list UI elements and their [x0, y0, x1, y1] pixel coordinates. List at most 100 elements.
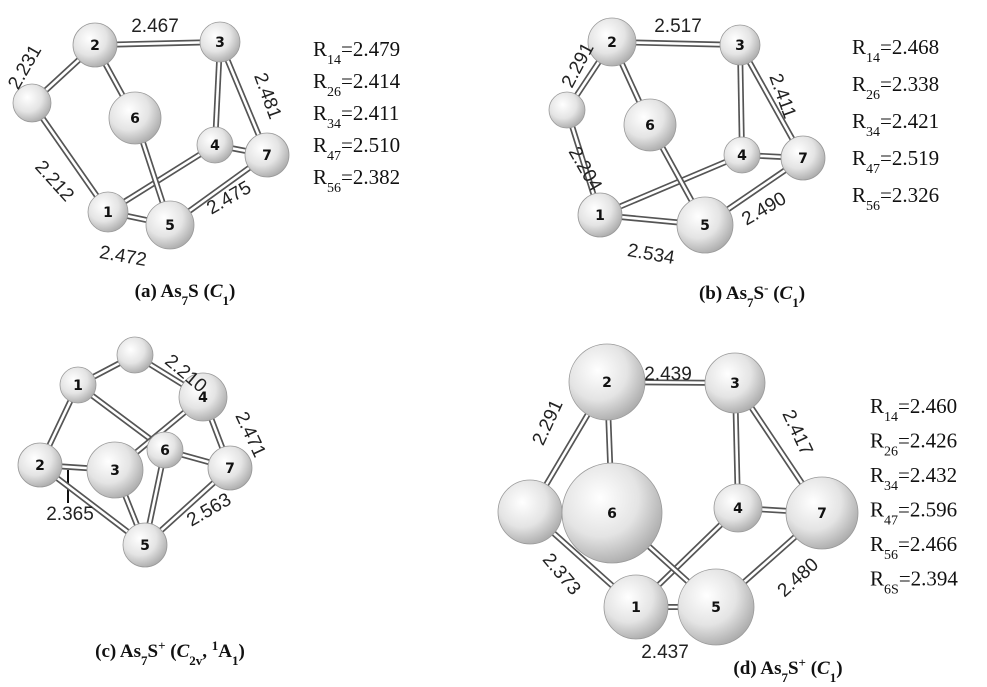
atom-label: 7 — [262, 148, 272, 164]
r-subscript: 34 — [884, 479, 898, 494]
r-symbol: R — [313, 133, 327, 157]
r-label: R6S=2.394 — [870, 567, 958, 598]
atom-label: 6 — [645, 118, 655, 134]
r-symbol: R — [313, 101, 327, 125]
r-subscript: 56 — [866, 199, 880, 214]
figure: 23647152.4672.2312.4812.2122.4752.472R14… — [0, 0, 987, 687]
r-symbol: R — [870, 532, 884, 556]
caption-part: C — [177, 641, 190, 662]
r-value: =2.432 — [898, 463, 957, 487]
r-label: R14=2.468 — [852, 35, 939, 66]
r-label: R14=2.460 — [870, 394, 957, 425]
r-subscript: 34 — [327, 117, 341, 132]
r-subscript: 26 — [866, 88, 880, 103]
bond-length: 2.534 — [626, 240, 677, 269]
r-label: R14=2.479 — [313, 37, 400, 68]
atom-label: 1 — [73, 378, 83, 394]
molecule: 2364715 — [498, 344, 858, 645]
atom-label: 5 — [700, 218, 710, 234]
r-subscript: 14 — [866, 51, 880, 66]
atom-label: 7 — [817, 506, 827, 522]
atom-label: 6 — [130, 111, 140, 127]
r-symbol: R — [870, 394, 884, 418]
r-subscript: 6S — [884, 582, 899, 597]
molecule: 1423675 — [18, 337, 252, 567]
r-label: R34=2.432 — [870, 463, 957, 494]
caption-part: C — [817, 658, 830, 679]
r-symbol: R — [313, 69, 327, 93]
bond-length: 2.563 — [183, 489, 235, 531]
caption-part: 2v — [189, 653, 203, 668]
r-value: =2.421 — [880, 109, 939, 133]
atom-label: 7 — [225, 461, 235, 477]
atom-label: 6 — [160, 443, 170, 459]
r-subscript: 56 — [327, 181, 341, 196]
atom-label: 2 — [607, 35, 617, 51]
r-value: =2.382 — [341, 165, 400, 189]
caption-part: C — [780, 283, 793, 304]
atom-label: 2 — [35, 458, 45, 474]
atom-label: 3 — [730, 376, 740, 392]
caption-part: (d) As — [733, 658, 781, 679]
r-value: =2.596 — [898, 498, 957, 522]
atom-label: 1 — [103, 205, 113, 221]
caption: (a) As7S (C1) — [135, 281, 236, 308]
caption-part: ) — [229, 281, 235, 302]
r-value: =2.466 — [898, 532, 957, 556]
atom — [549, 92, 585, 128]
r-symbol: R — [870, 498, 884, 522]
r-label: R47=2.519 — [852, 146, 939, 177]
r-symbol: R — [313, 165, 327, 189]
r-label: R26=2.414 — [313, 69, 401, 100]
bond-length: 2.467 — [131, 16, 179, 37]
r-value: =2.426 — [898, 429, 957, 453]
caption-part: A — [218, 641, 232, 662]
r-symbol: R — [852, 72, 866, 96]
r-symbol: R — [852, 35, 866, 59]
r-symbol: R — [313, 37, 327, 61]
bond-length: 2.472 — [98, 242, 148, 271]
atom-label: 4 — [737, 148, 747, 164]
atom-label: 4 — [210, 138, 220, 154]
r-value: =2.414 — [341, 69, 401, 93]
r-value: =2.519 — [880, 146, 939, 170]
r-subscript: 47 — [884, 513, 898, 528]
bond-length: 2.291 — [558, 39, 599, 91]
bond-length: 2.204 — [564, 143, 606, 195]
r-label: R56=2.326 — [852, 183, 939, 214]
caption-part: ) — [799, 283, 805, 304]
r-label: R26=2.338 — [852, 72, 939, 103]
bond-length: 2.365 — [46, 504, 94, 525]
caption-part: (c) As — [95, 641, 141, 662]
bond-length: 2.291 — [528, 397, 567, 449]
atom — [498, 480, 562, 544]
caption-part: ) — [836, 658, 842, 679]
r-subscript: 14 — [884, 410, 898, 425]
bond-length: 2.437 — [641, 642, 689, 663]
r-subscript: 26 — [884, 444, 898, 459]
caption-part: (b) As — [699, 283, 747, 304]
r-label: R34=2.411 — [313, 101, 399, 132]
caption-part: ( — [768, 283, 779, 304]
r-symbol: R — [870, 567, 884, 591]
atom-label: 2 — [602, 375, 612, 391]
bond-length: 2.480 — [774, 554, 823, 601]
caption-part: , — [202, 641, 212, 662]
caption-part: S — [754, 283, 765, 304]
r-label: R47=2.510 — [313, 133, 400, 164]
r-label: R56=2.382 — [313, 165, 400, 196]
atom-label: 7 — [798, 151, 808, 167]
r-subscript: 14 — [327, 53, 341, 68]
r-symbol: R — [870, 429, 884, 453]
r-subscript: 56 — [884, 548, 898, 563]
r-value: =2.460 — [898, 394, 957, 418]
atom-label: 1 — [631, 600, 641, 616]
r-subscript: 34 — [866, 125, 880, 140]
atom-label: 1 — [595, 208, 605, 224]
r-value: =2.338 — [880, 72, 939, 96]
r-symbol: R — [852, 146, 866, 170]
r-value: =2.510 — [341, 133, 400, 157]
r-label: R47=2.596 — [870, 498, 957, 529]
caption-part: S ( — [188, 281, 210, 302]
